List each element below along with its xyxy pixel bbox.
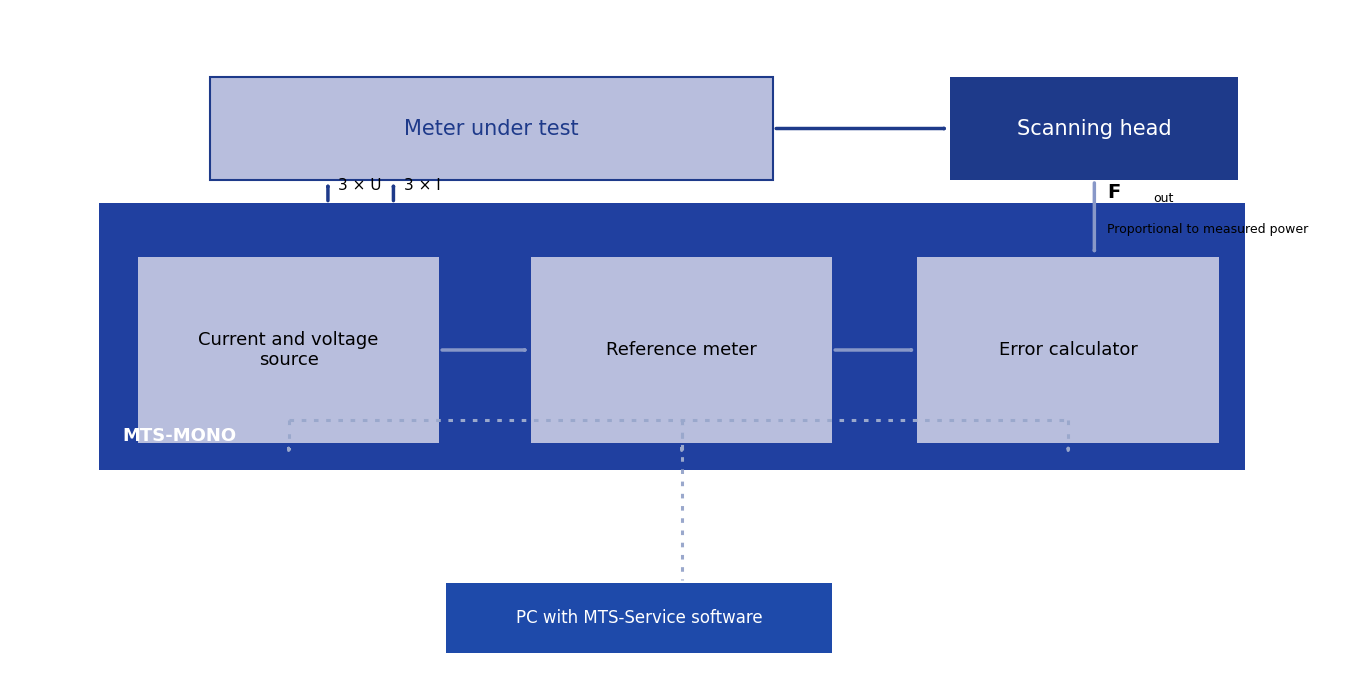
FancyBboxPatch shape bbox=[210, 77, 773, 180]
Text: Proportional to measured power: Proportional to measured power bbox=[1107, 224, 1308, 237]
FancyBboxPatch shape bbox=[446, 583, 832, 653]
Text: 3 × U: 3 × U bbox=[338, 177, 381, 192]
FancyBboxPatch shape bbox=[99, 203, 1244, 470]
FancyBboxPatch shape bbox=[531, 257, 832, 443]
FancyBboxPatch shape bbox=[917, 257, 1219, 443]
Text: F: F bbox=[1107, 184, 1121, 203]
FancyBboxPatch shape bbox=[138, 257, 440, 443]
Text: 3 × I: 3 × I bbox=[404, 177, 441, 192]
Text: Scanning head: Scanning head bbox=[1016, 118, 1171, 139]
Text: Meter under test: Meter under test bbox=[404, 118, 579, 139]
Text: PC with MTS-Service software: PC with MTS-Service software bbox=[516, 609, 763, 627]
Text: MTS-MONO: MTS-MONO bbox=[122, 426, 236, 445]
Text: Error calculator: Error calculator bbox=[999, 341, 1137, 359]
Text: out: out bbox=[1153, 192, 1174, 205]
FancyBboxPatch shape bbox=[950, 77, 1239, 180]
Text: Reference meter: Reference meter bbox=[607, 341, 757, 359]
Text: Current and voltage
source: Current and voltage source bbox=[198, 330, 379, 369]
